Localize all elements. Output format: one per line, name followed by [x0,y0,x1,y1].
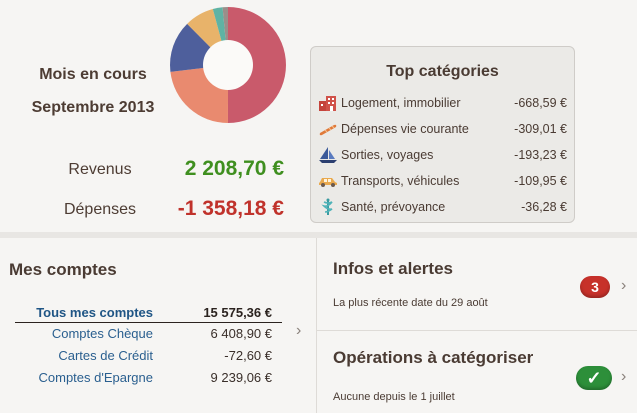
chevron-right-icon[interactable]: › [296,322,302,339]
account-label: Comptes Chèque [51,326,153,341]
right-divider [317,330,637,331]
category-row-logement[interactable]: Logement, immobilier -668,59 € [317,92,567,114]
accounts-divider [15,322,282,323]
account-label: Comptes d'Epargne [38,370,154,385]
bottom-panel [0,238,637,413]
category-row-sorties-voyages[interactable]: Sorties, voyages -193,23 € [317,144,567,166]
donut-chart[interactable] [166,2,290,128]
account-value: -72,60 € [224,348,272,363]
account-value: 9 239,06 € [210,370,272,385]
donut-slice-0[interactable] [227,7,286,124]
sailboat-icon [317,145,339,165]
account-row-total[interactable]: Tous mes comptes 15 575,36 € [0,305,300,323]
category-amount: -309,01 € [514,122,567,136]
category-row-depenses-vie-courante[interactable]: Dépenses vie courante -309,01 € [317,118,567,140]
house-icon [317,93,339,113]
category-label: Logement, immobilier [341,96,461,110]
period-label: Mois en cours [39,66,147,83]
category-amount: -109,95 € [514,174,567,188]
operations-subtitle: Aucune depuis le 1 juillet [333,391,455,403]
checkmark-badge[interactable]: ✓ [576,366,612,390]
top-categories-title: Top catégories [386,63,499,80]
caduceus-icon [317,197,339,217]
revenus-value: 2 208,70 € [184,157,284,180]
horizontal-divider [0,232,637,238]
account-label: Cartes de Crédit [58,348,153,363]
category-label: Santé, prévoyance [341,200,446,214]
mes-comptes-title: Mes comptes [9,260,117,279]
account-value: 6 408,90 € [210,326,272,341]
alerts-count-badge[interactable]: 3 [580,276,610,298]
infos-alertes-subtitle: La plus récente date du 29 août [333,297,488,309]
baguette-icon [317,119,339,139]
category-row-transports[interactable]: Transports, véhicules -109,95 € [317,170,567,192]
infos-alertes-title[interactable]: Infos et alertes [333,259,453,278]
depenses-label: Dépenses [63,201,137,218]
account-row-cheque[interactable]: Comptes Chèque 6 408,90 € [0,326,300,344]
operations-title[interactable]: Opérations à catégoriser [333,348,534,367]
category-amount: -668,59 € [514,96,567,110]
category-label: Transports, véhicules [341,174,460,188]
revenus-label: Revenus [68,161,132,178]
category-row-sante[interactable]: Santé, prévoyance -36,28 € [317,196,567,218]
category-label: Dépenses vie courante [341,122,469,136]
category-amount: -193,23 € [514,148,567,162]
period-month: Septembre 2013 [31,99,155,116]
category-amount: -36,28 € [521,200,567,214]
account-row-epargne[interactable]: Comptes d'Epargne 9 239,06 € [0,370,300,388]
car-icon [317,171,339,191]
chevron-right-icon[interactable]: › [621,277,627,294]
chevron-right-icon[interactable]: › [621,368,627,385]
account-value: 15 575,36 € [203,305,272,320]
depenses-value: -1 358,18 € [177,197,284,220]
category-label: Sorties, voyages [341,148,434,162]
account-label: Tous mes comptes [36,305,153,320]
vertical-divider [316,238,317,413]
account-row-credit[interactable]: Cartes de Crédit -72,60 € [0,348,300,366]
top-categories-card[interactable]: Top catégories Logement, immobilier -668… [310,46,575,223]
